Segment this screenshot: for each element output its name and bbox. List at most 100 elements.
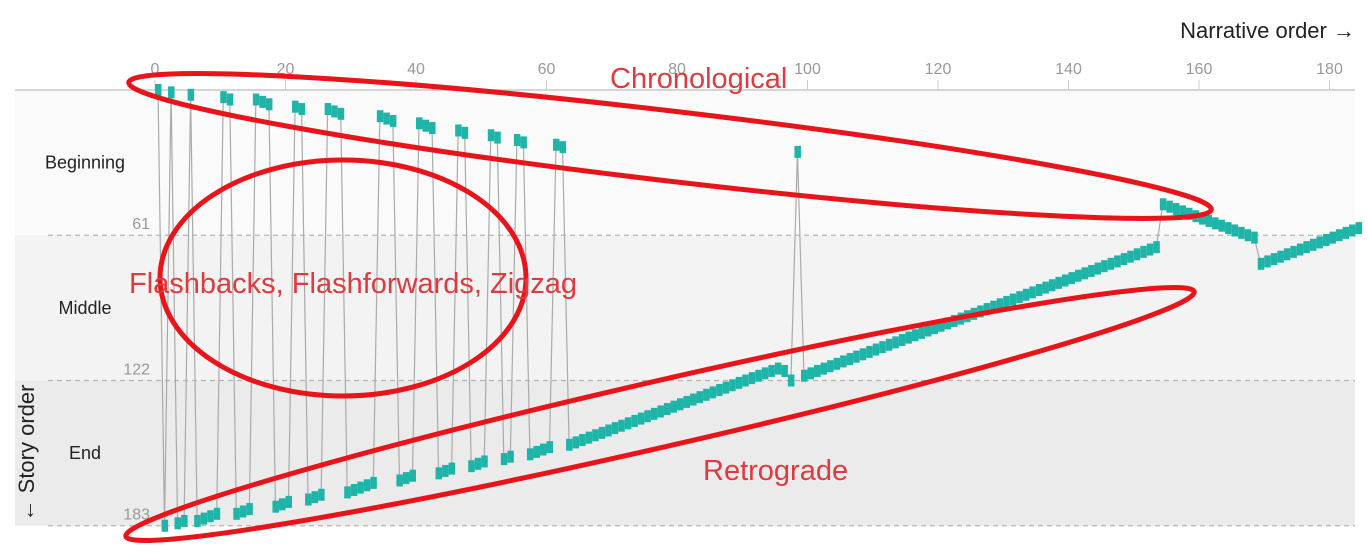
data-point xyxy=(226,93,234,106)
data-point xyxy=(292,100,299,113)
data-point xyxy=(1185,207,1193,220)
data-point xyxy=(1153,241,1160,254)
data-point xyxy=(800,369,808,382)
data-point xyxy=(735,376,743,389)
data-point xyxy=(337,107,345,120)
data-point xyxy=(1303,241,1310,254)
data-point xyxy=(1081,267,1089,280)
data-point xyxy=(546,441,553,454)
data-point xyxy=(990,300,997,313)
data-point xyxy=(1172,203,1180,216)
data-point xyxy=(409,469,416,482)
data-point xyxy=(598,426,606,439)
data-point xyxy=(742,374,749,387)
annotation-zigzag: Flashbacks, Flashforwards, Zigzag xyxy=(129,268,577,300)
connector-line xyxy=(796,151,805,376)
data-point xyxy=(683,395,691,408)
connector-line xyxy=(170,92,179,524)
data-point xyxy=(1166,200,1173,213)
data-point xyxy=(402,472,410,485)
data-point xyxy=(703,388,710,401)
data-point xyxy=(298,103,306,116)
data-point xyxy=(357,481,364,494)
data-point xyxy=(911,329,919,342)
data-point xyxy=(807,367,814,380)
boundary-label-183: 183 xyxy=(123,507,150,524)
data-point xyxy=(559,141,567,154)
data-point xyxy=(1048,279,1056,292)
connector-line xyxy=(411,123,420,476)
data-point xyxy=(1075,269,1082,282)
data-point xyxy=(448,462,456,475)
data-point xyxy=(690,393,697,406)
data-point xyxy=(259,95,266,108)
connector-line xyxy=(548,144,557,448)
data-point xyxy=(781,364,788,377)
data-point xyxy=(494,131,501,144)
data-point xyxy=(1205,214,1213,227)
x-axis-title: Narrative order → xyxy=(1180,18,1355,43)
connector-line xyxy=(320,109,329,495)
data-point xyxy=(305,493,312,506)
chronological-ellipse xyxy=(126,71,1214,221)
data-point xyxy=(1114,255,1121,268)
data-point xyxy=(1140,245,1147,258)
connector-line xyxy=(372,116,381,483)
data-point xyxy=(1238,226,1245,239)
data-point xyxy=(722,381,730,394)
data-point xyxy=(187,88,195,101)
data-point xyxy=(631,414,638,427)
data-point xyxy=(487,129,495,142)
data-point xyxy=(1016,291,1023,304)
data-point xyxy=(416,117,423,130)
row-label-end: End xyxy=(69,443,101,463)
data-point xyxy=(761,367,769,380)
data-point xyxy=(814,364,821,377)
connector-line xyxy=(183,94,192,521)
data-point xyxy=(905,331,912,344)
data-point xyxy=(1336,229,1343,242)
data-point xyxy=(213,507,221,520)
connector-line xyxy=(190,94,198,521)
data-point xyxy=(944,317,952,330)
data-point xyxy=(605,424,612,437)
connector-line xyxy=(496,137,505,460)
data-point xyxy=(566,438,573,451)
data-point xyxy=(657,405,664,418)
data-point xyxy=(174,517,182,530)
data-point xyxy=(1283,248,1291,261)
data-point xyxy=(389,114,397,127)
data-point xyxy=(1244,229,1252,242)
data-point xyxy=(592,429,599,442)
data-point xyxy=(611,422,619,435)
x-tick-label-60: 60 xyxy=(538,61,556,78)
data-point xyxy=(885,338,893,351)
connector-line xyxy=(790,151,799,381)
data-point xyxy=(370,476,377,489)
annotation-chronological: Chronological xyxy=(610,63,787,95)
data-point xyxy=(585,431,593,444)
data-point xyxy=(840,355,847,368)
data-point xyxy=(879,341,886,354)
data-point xyxy=(1251,231,1258,244)
data-point xyxy=(1029,286,1036,299)
data-point xyxy=(520,136,527,149)
data-point xyxy=(539,443,547,456)
connector-line xyxy=(287,106,296,502)
x-tick-label-40: 40 xyxy=(407,61,425,78)
x-tick-label-180: 180 xyxy=(1316,61,1343,78)
data-point xyxy=(1270,253,1278,266)
data-point xyxy=(833,357,841,370)
data-point xyxy=(1101,260,1108,273)
data-point xyxy=(311,491,319,504)
data-point xyxy=(898,334,906,347)
data-point xyxy=(572,436,580,449)
data-point xyxy=(1035,284,1043,297)
data-points xyxy=(155,84,1363,532)
data-point xyxy=(996,298,1004,311)
connector-line xyxy=(1155,204,1164,248)
data-point xyxy=(200,512,208,525)
data-point xyxy=(892,336,899,349)
data-point xyxy=(1055,276,1062,289)
